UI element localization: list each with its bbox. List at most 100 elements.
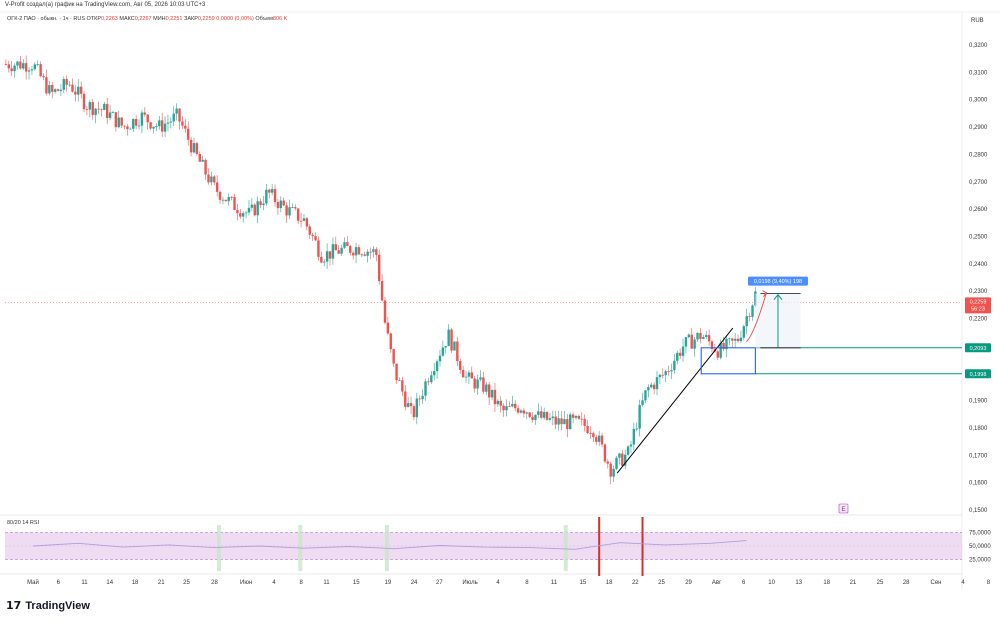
low-value: 0,2251 bbox=[165, 16, 183, 22]
candle-body bbox=[542, 411, 546, 418]
candle-body bbox=[276, 201, 280, 209]
candle-body bbox=[551, 416, 555, 419]
candle-body bbox=[748, 316, 751, 317]
candle-body bbox=[215, 182, 219, 192]
candle-body bbox=[412, 406, 416, 418]
candle-body bbox=[531, 416, 534, 420]
price-axis-tick: 0,3100 bbox=[969, 70, 988, 76]
trendline[interactable] bbox=[616, 327, 734, 474]
candle-body bbox=[592, 433, 595, 438]
candle-body bbox=[233, 197, 236, 210]
candle-body bbox=[635, 428, 638, 430]
candle-body bbox=[288, 207, 291, 216]
time-axis-tick: Июль bbox=[462, 580, 477, 586]
candle-body bbox=[661, 374, 664, 376]
candle-body bbox=[681, 346, 685, 356]
candle-body bbox=[340, 247, 343, 254]
candle-body bbox=[479, 377, 482, 380]
price-axis-tick: 0,2300 bbox=[969, 289, 988, 295]
rsi-indicator-label[interactable]: 80/20 14 RSI bbox=[7, 520, 40, 526]
current-price-tag[interactable] bbox=[965, 297, 991, 314]
candle-body bbox=[618, 453, 621, 458]
time-axis-tick: 18 bbox=[132, 580, 139, 586]
candle-body bbox=[623, 454, 627, 466]
time-axis-tick: Июн bbox=[240, 580, 252, 586]
measure-label-bg[interactable] bbox=[747, 276, 808, 286]
candle-body bbox=[731, 338, 734, 341]
candle-body bbox=[525, 412, 528, 414]
candle-body bbox=[56, 89, 60, 91]
candle-body bbox=[108, 112, 112, 119]
time-axis-tick: 10 bbox=[768, 580, 775, 586]
time-axis-tick: 8 bbox=[525, 580, 529, 586]
candle-body bbox=[7, 64, 11, 69]
symbol-name[interactable]: ОГК-2 ПАО · обыкн. · 1ч · RUS bbox=[7, 16, 85, 22]
candle-body bbox=[299, 220, 303, 222]
candle-body bbox=[658, 374, 662, 378]
time-axis-tick: 15 bbox=[580, 580, 587, 586]
candle-body bbox=[705, 335, 708, 338]
price-axis-tick: 0,2200 bbox=[969, 317, 988, 323]
measure-label: 0,0198 (9,40%) 198 bbox=[754, 279, 802, 285]
candle-body bbox=[638, 404, 641, 429]
level-price-tag[interactable] bbox=[965, 369, 991, 379]
candle-body bbox=[372, 249, 375, 252]
candle-body bbox=[149, 122, 152, 129]
candle-body bbox=[597, 435, 601, 442]
candle-body bbox=[545, 411, 549, 420]
time-axis-tick: 28 bbox=[903, 580, 910, 586]
candle-body bbox=[210, 176, 213, 183]
projection-curve[interactable] bbox=[745, 292, 767, 343]
candle-body bbox=[68, 84, 71, 86]
candle-body bbox=[693, 339, 696, 349]
price-axis-tick: 0,1700 bbox=[969, 453, 988, 459]
candle-body bbox=[736, 338, 740, 342]
candle-body bbox=[114, 112, 118, 128]
candle-body bbox=[600, 435, 604, 445]
time-axis-tick: 11 bbox=[551, 580, 558, 586]
candle-body bbox=[380, 281, 384, 301]
candle-body bbox=[230, 197, 233, 198]
candle-body bbox=[629, 444, 633, 447]
consolidation-box[interactable] bbox=[700, 347, 756, 375]
price-axis-tick: 0,1800 bbox=[969, 426, 988, 432]
candle-body bbox=[603, 444, 607, 462]
candle-body bbox=[282, 200, 285, 206]
candle-body bbox=[655, 377, 659, 390]
candle-body bbox=[461, 369, 465, 378]
level-price-tag[interactable] bbox=[965, 343, 991, 353]
candle-body bbox=[421, 395, 424, 400]
candle-body bbox=[42, 76, 45, 78]
time-axis-tick: 22 bbox=[632, 580, 639, 586]
candle-body bbox=[710, 341, 714, 350]
currency-label[interactable]: RUB bbox=[971, 18, 984, 24]
candle-body bbox=[378, 254, 381, 282]
candle-body bbox=[554, 416, 557, 425]
candle-body bbox=[508, 406, 511, 408]
candle-body bbox=[94, 108, 97, 115]
rsi-zone-marker bbox=[563, 525, 568, 571]
earnings-icon[interactable] bbox=[838, 503, 849, 514]
candle-body bbox=[82, 93, 86, 110]
time-axis-tick: 11 bbox=[323, 580, 330, 586]
candle-body bbox=[65, 79, 68, 85]
candle-body bbox=[447, 329, 450, 347]
candle-body bbox=[181, 121, 184, 126]
candle-body bbox=[85, 109, 89, 110]
candle-body bbox=[650, 384, 653, 388]
candle-body bbox=[467, 372, 471, 377]
candle-body bbox=[641, 400, 644, 405]
candle-body bbox=[27, 70, 31, 72]
candle-body bbox=[568, 414, 572, 430]
current-price-countdown: 56:23 bbox=[971, 306, 985, 312]
candle-body bbox=[71, 84, 74, 92]
low-label: МИН bbox=[153, 16, 166, 22]
time-axis-tick: 21 bbox=[850, 580, 857, 586]
tradingview-logo-mark: 17 bbox=[6, 599, 22, 612]
tradingview-logo[interactable]: 17 TradingView bbox=[6, 599, 90, 612]
candle-body bbox=[343, 242, 346, 248]
candle-body bbox=[296, 208, 300, 221]
candle-body bbox=[473, 378, 476, 389]
candle-body bbox=[560, 418, 563, 425]
